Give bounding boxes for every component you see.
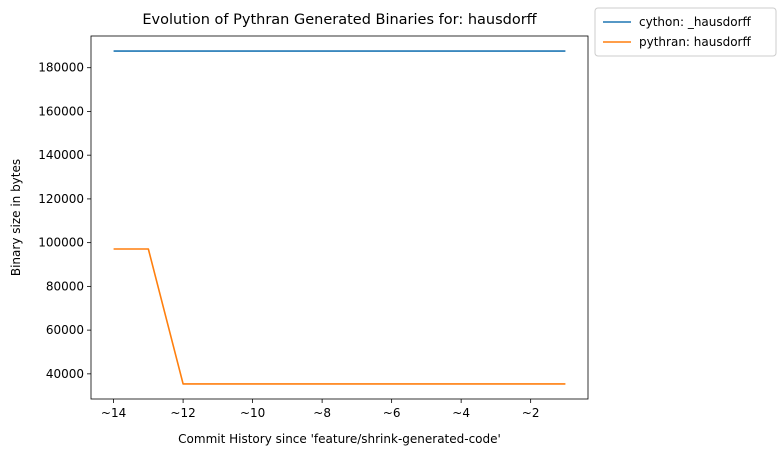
y-axis-label: Binary size in bytes bbox=[9, 159, 23, 276]
series-layer bbox=[113, 50, 566, 385]
x-tick-label: ~12 bbox=[170, 406, 195, 420]
legend-label: pythran: hausdorff bbox=[639, 35, 751, 49]
x-tick-label: ~10 bbox=[240, 406, 265, 420]
y-tick-label: 120000 bbox=[38, 192, 84, 206]
x-tick-label: ~6 bbox=[383, 406, 401, 420]
legend-label: cython: _hausdorff bbox=[639, 15, 752, 29]
y-tick-label: 100000 bbox=[38, 236, 84, 250]
x-tick-label: ~2 bbox=[522, 406, 540, 420]
y-tick-label: 80000 bbox=[46, 279, 84, 293]
x-axis: ~14 ~12 ~10 ~8 ~6 ~4 ~2 bbox=[101, 399, 540, 420]
legend: cython: _hausdorff pythran: hausdorff bbox=[594, 7, 777, 57]
y-tick-label: 160000 bbox=[38, 104, 84, 118]
x-axis-label: Commit History since 'feature/shrink-gen… bbox=[178, 432, 501, 446]
y-tick-label: 140000 bbox=[38, 148, 84, 162]
y-axis: 40000 60000 80000 100000 120000 140000 160000 1… bbox=[38, 61, 91, 381]
x-tick-label: ~4 bbox=[452, 406, 470, 420]
plot-frame bbox=[90, 35, 589, 400]
x-tick-label: ~14 bbox=[101, 406, 126, 420]
y-tick-label: 180000 bbox=[38, 61, 84, 75]
series-line-2 bbox=[113, 248, 566, 385]
y-tick-label: 40000 bbox=[46, 367, 84, 381]
x-tick-label: ~8 bbox=[313, 406, 331, 420]
chart-title: Evolution of Pythran Generated Binaries … bbox=[142, 12, 537, 28]
y-tick-label: 60000 bbox=[46, 323, 84, 337]
legend-box bbox=[594, 7, 777, 57]
